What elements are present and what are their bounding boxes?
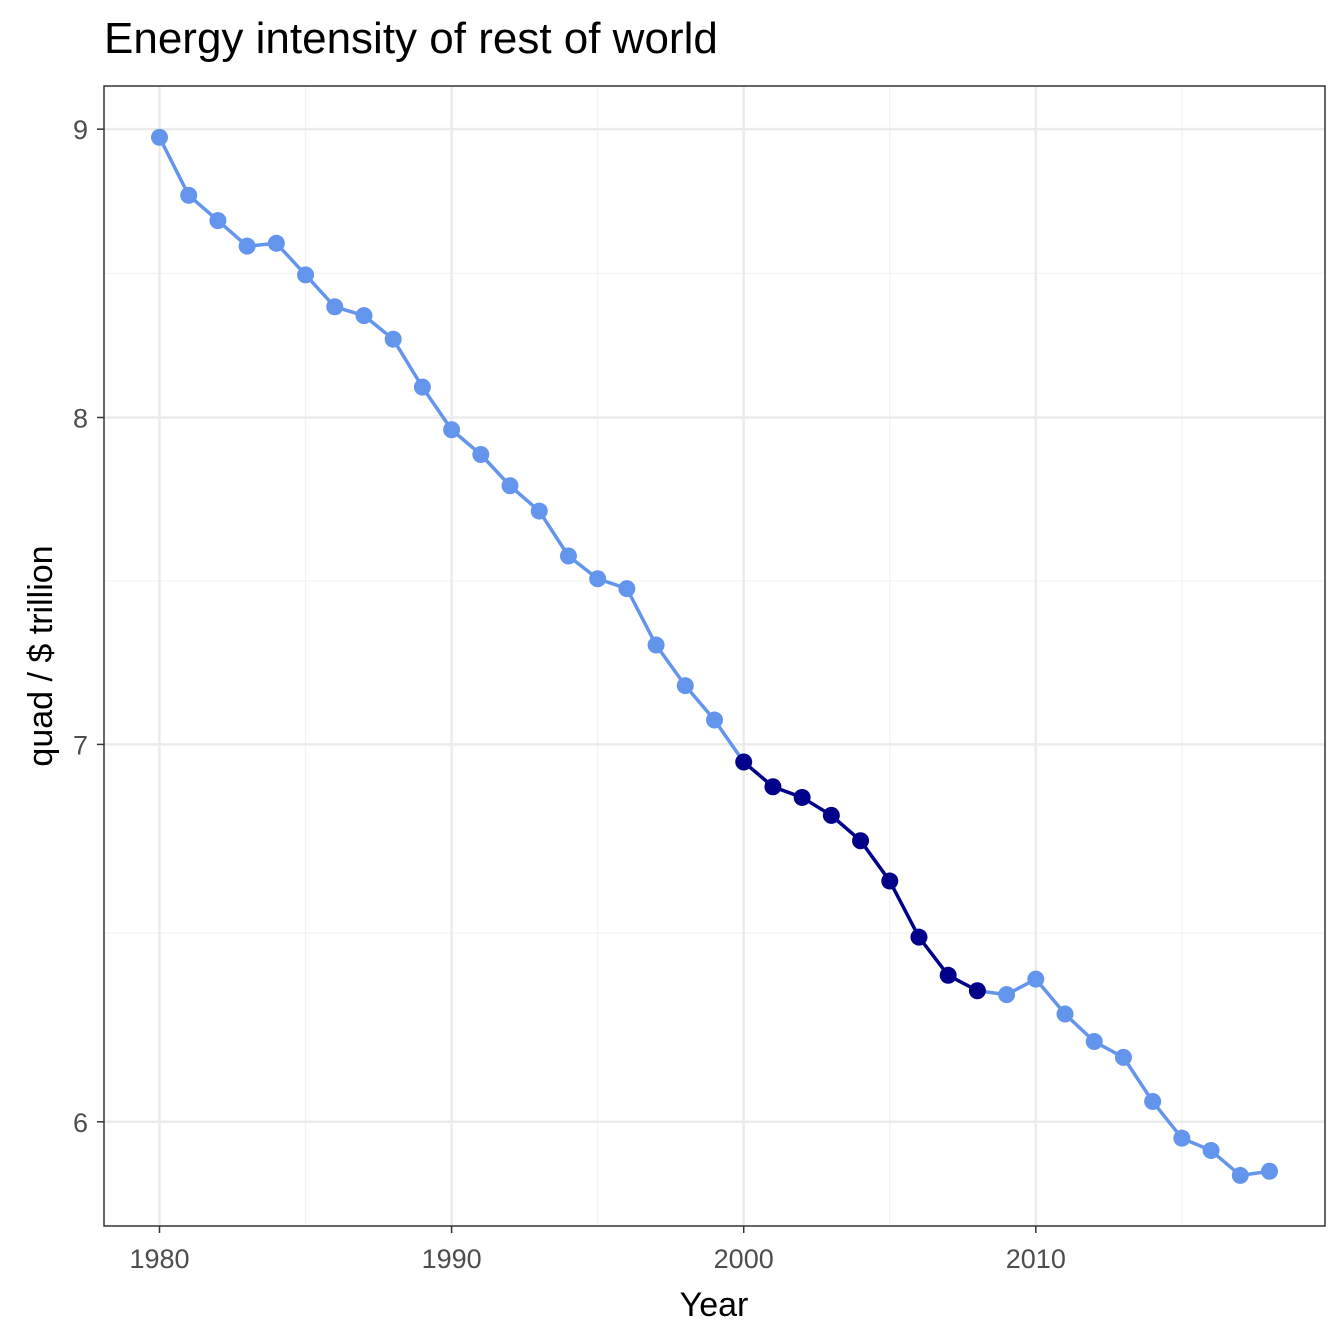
x-axis-label: Year (680, 1286, 749, 1324)
data-point-1993 (530, 502, 548, 520)
data-point-1998 (676, 677, 694, 695)
data-point-1997 (647, 636, 665, 654)
data-point-1988 (384, 330, 402, 348)
y-axis-label: quad / $ trillion (22, 545, 60, 766)
data-point-1984 (267, 234, 285, 252)
data-point-2012 (1085, 1033, 1103, 1051)
data-point-2016 (1202, 1142, 1220, 1160)
line-segment (712, 718, 746, 764)
line-segment (888, 879, 921, 939)
data-point-1999 (706, 711, 723, 729)
y-tick-label: 6 (73, 1108, 88, 1138)
data-point-1994 (559, 547, 577, 565)
data-point-2015 (1173, 1129, 1191, 1147)
data-point-2001 (764, 778, 782, 796)
data-point-1986 (326, 298, 344, 316)
y-tick-label: 7 (73, 730, 88, 760)
chart-title: Energy intensity of rest of world (104, 14, 718, 63)
data-point-2013 (1114, 1048, 1132, 1066)
data-point-1996 (618, 580, 636, 598)
data-point-2008 (968, 982, 986, 1000)
data-point-2011 (1056, 1005, 1074, 1023)
axis-ticks: 1980 1990 2000 2010 6 7 8 9 (73, 115, 1066, 1274)
data-point-2005 (881, 872, 899, 890)
data-point-1983 (238, 237, 256, 255)
y-tick-label: 8 (73, 403, 88, 433)
data-point-2003 (822, 806, 840, 824)
series-lines (157, 135, 1272, 1178)
line-segment (420, 385, 454, 432)
data-point-1989 (413, 378, 431, 396)
line-segment (1121, 1055, 1155, 1104)
data-point-2010 (1027, 970, 1045, 988)
x-tick-label: 1990 (422, 1244, 482, 1274)
data-point-2002 (793, 788, 811, 806)
data-point-2014 (1144, 1092, 1162, 1110)
series-points (151, 128, 1278, 1184)
data-point-1982 (209, 212, 227, 230)
data-point-2007 (939, 966, 957, 984)
data-point-2006 (910, 928, 928, 946)
data-point-1981 (180, 186, 198, 204)
data-point-1992 (501, 477, 519, 495)
data-point-1985 (297, 266, 315, 284)
data-point-2004 (852, 832, 870, 850)
line-segment (537, 509, 571, 558)
x-tick-label: 2000 (714, 1244, 774, 1274)
data-point-1990 (443, 421, 461, 439)
line-segment (391, 337, 425, 389)
x-tick-label: 1980 (129, 1244, 189, 1274)
data-point-1991 (472, 446, 490, 464)
data-point-2009 (998, 986, 1016, 1004)
data-point-2000 (735, 753, 753, 771)
data-point-1980 (151, 128, 168, 146)
data-point-2017 (1231, 1166, 1249, 1184)
data-point-2018 (1261, 1162, 1278, 1180)
line-segment (157, 135, 191, 198)
data-point-1995 (589, 570, 607, 588)
line-segment (625, 586, 658, 647)
data-point-1987 (355, 307, 373, 325)
y-tick-label: 9 (73, 115, 88, 145)
panel-border (103, 85, 1326, 1227)
gridlines (104, 86, 1325, 1226)
x-tick-label: 2010 (1006, 1244, 1066, 1274)
